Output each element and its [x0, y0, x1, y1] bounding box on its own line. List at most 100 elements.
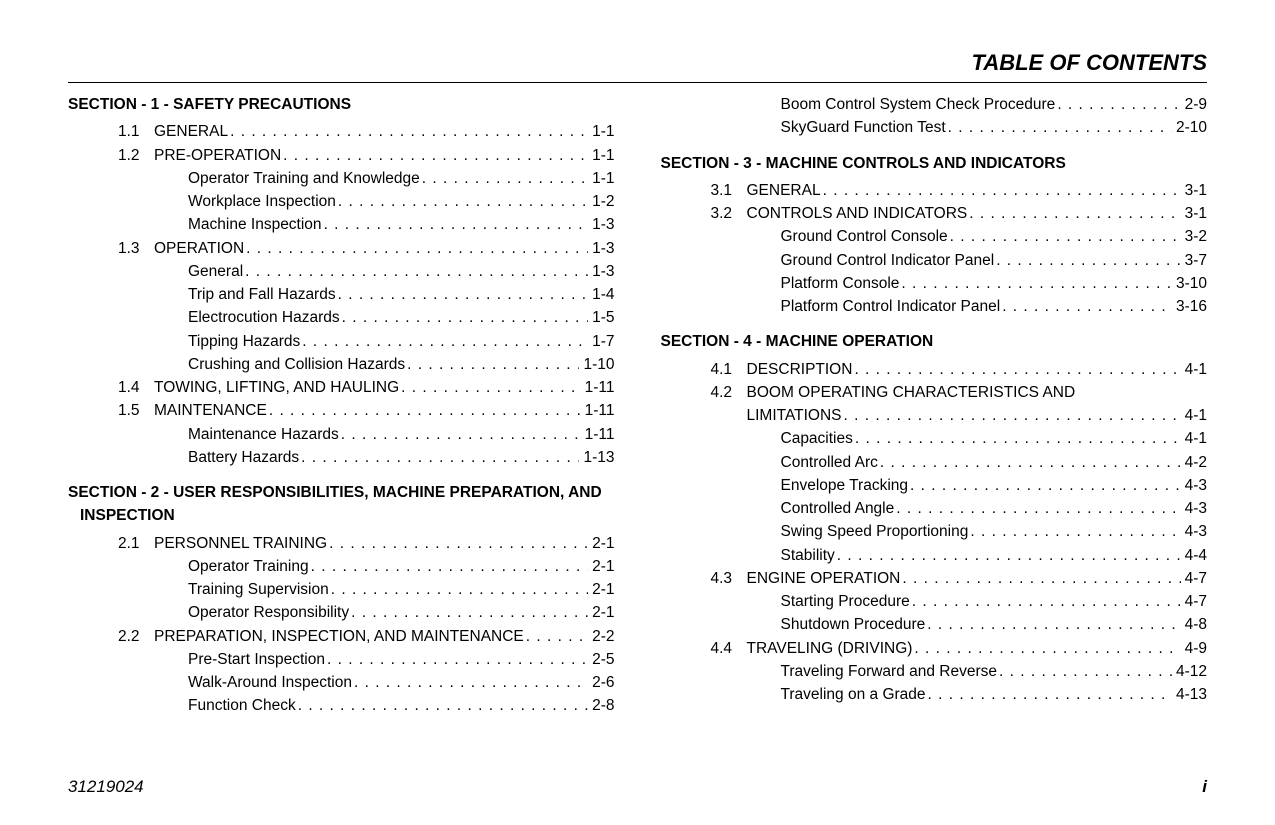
toc-subentry: General1-3 [68, 260, 615, 283]
entry-label: SkyGuard Function Test [781, 116, 946, 139]
entry-number: 3.2 [711, 202, 747, 225]
toc-subentry: Tipping Hazards1-7 [68, 330, 615, 353]
entry-label: GENERAL [747, 179, 821, 202]
leader-dots [910, 474, 1181, 497]
toc-subentry: Operator Responsibility2-1 [68, 601, 615, 624]
entry-number: 1.1 [118, 120, 154, 143]
leader-dots [896, 497, 1180, 520]
entry-label: MAINTENANCE [154, 399, 267, 422]
toc-subentry: Capacities4-1 [661, 427, 1208, 450]
entry-page: 1-10 [581, 353, 614, 376]
entry-label: Traveling Forward and Reverse [781, 660, 998, 683]
toc-subentry: Walk-Around Inspection2-6 [68, 671, 615, 694]
leader-dots [902, 567, 1180, 590]
entry-page: 1-3 [590, 260, 614, 283]
leader-dots [342, 306, 588, 329]
toc-entry: 1.1GENERAL1-1 [68, 120, 615, 143]
entry-page: 4-3 [1183, 497, 1207, 520]
entry-page: 4-2 [1183, 451, 1207, 474]
entry-page: 2-2 [590, 625, 614, 648]
toc-subentry: Pre-Start Inspection2-5 [68, 648, 615, 671]
entry-number: 2.1 [118, 532, 154, 555]
entry-page: 3-1 [1183, 202, 1207, 225]
entry-number: 1.4 [118, 376, 154, 399]
toc-entry: 4.3ENGINE OPERATION4-7 [661, 567, 1208, 590]
toc-entry: 1.4TOWING, LIFTING, AND HAULING1-11 [68, 376, 615, 399]
entry-label: BOOM OPERATING CHARACTERISTICS AND [747, 381, 1076, 404]
section-heading: SECTION - 3 - MACHINE CONTROLS AND INDIC… [661, 152, 1208, 175]
leader-dots [230, 120, 588, 143]
entry-number: 4.3 [711, 567, 747, 590]
leader-dots [331, 578, 588, 601]
entry-page: 2-10 [1174, 116, 1207, 139]
leader-dots [269, 399, 581, 422]
toc-subentry: SkyGuard Function Test 2-10 [661, 116, 1208, 139]
entry-page: 3-16 [1174, 295, 1207, 318]
leader-dots [302, 330, 588, 353]
toc-entry: 2.1PERSONNEL TRAINING 2-1 [68, 532, 615, 555]
entry-page: 4-4 [1183, 544, 1207, 567]
entry-label: Boom Control System Check Procedure [781, 93, 1056, 116]
toc-subentry: Trip and Fall Hazards1-4 [68, 283, 615, 306]
entry-label: Platform Console [781, 272, 900, 295]
toc-entry: 1.3OPERATION1-3 [68, 237, 615, 260]
leader-dots [912, 590, 1181, 613]
toc-entry: 1.2PRE-OPERATION1-1 [68, 144, 615, 167]
entry-label: Shutdown Procedure [781, 613, 926, 636]
leader-dots [823, 179, 1181, 202]
entry-label: Tipping Hazards [188, 330, 300, 353]
toc-entry: 4.4TRAVELING (DRIVING)4-9 [661, 637, 1208, 660]
leader-dots [246, 237, 588, 260]
footer-page-number: i [1202, 777, 1207, 797]
entry-page: 1-4 [590, 283, 614, 306]
entry-page: 1-1 [590, 120, 614, 143]
entry-label: Swing Speed Proportioning [781, 520, 969, 543]
toc-subentry: Machine Inspection1-3 [68, 213, 615, 236]
entry-page: 2-1 [590, 532, 614, 555]
entry-label: Training Supervision [188, 578, 329, 601]
entry-number: 1.2 [118, 144, 154, 167]
entry-page: 4-1 [1183, 404, 1207, 427]
leader-dots [401, 376, 580, 399]
entry-page: 4-7 [1183, 567, 1207, 590]
leader-dots [341, 423, 581, 446]
entry-page: 1-2 [590, 190, 614, 213]
toc-subentry: Controlled Arc4-2 [661, 451, 1208, 474]
toc-subentry: Controlled Angle 4-3 [661, 497, 1208, 520]
toc-entry: 3.2CONTROLS AND INDICATORS3-1 [661, 202, 1208, 225]
entry-label: PERSONNEL TRAINING [154, 532, 327, 555]
entry-page: 4-7 [1183, 590, 1207, 613]
leader-dots [999, 660, 1172, 683]
leader-dots [245, 260, 588, 283]
entry-page: 4-8 [1183, 613, 1207, 636]
leader-dots [927, 613, 1180, 636]
toc-subentry: Function Check2-8 [68, 694, 615, 717]
entry-page: 4-12 [1174, 660, 1207, 683]
section-heading: SECTION - 4 - MACHINE OPERATION [661, 330, 1208, 353]
toc-subentry: Maintenance Hazards1-11 [68, 423, 615, 446]
toc-entry: 3.1GENERAL3-1 [661, 179, 1208, 202]
leader-dots [901, 272, 1172, 295]
title-rule [68, 82, 1207, 83]
toc-page: TABLE OF CONTENTS SECTION - 1 - SAFETY P… [0, 0, 1275, 825]
entry-page: 1-5 [590, 306, 614, 329]
entry-label: OPERATION [154, 237, 244, 260]
toc-subentry: Battery Hazards1-13 [68, 446, 615, 469]
leader-dots [844, 404, 1181, 427]
entry-label: TOWING, LIFTING, AND HAULING [154, 376, 399, 399]
leader-dots [970, 520, 1180, 543]
toc-subentry: Swing Speed Proportioning4-3 [661, 520, 1208, 543]
entry-label: Controlled Angle [781, 497, 895, 520]
entry-label: Starting Procedure [781, 590, 910, 613]
entry-page: 3-1 [1183, 179, 1207, 202]
entry-page: 3-10 [1174, 272, 1207, 295]
entry-label: Stability [781, 544, 835, 567]
toc-subentry: Workplace Inspection1-2 [68, 190, 615, 213]
entry-number: 2.2 [118, 625, 154, 648]
entry-label: Traveling on a Grade [781, 683, 926, 706]
leader-dots [283, 144, 588, 167]
entry-page: 2-6 [590, 671, 614, 694]
toc-subentry: Electrocution Hazards1-5 [68, 306, 615, 329]
toc-subentry: Ground Control Console3-2 [661, 225, 1208, 248]
entry-page: 3-2 [1183, 225, 1207, 248]
